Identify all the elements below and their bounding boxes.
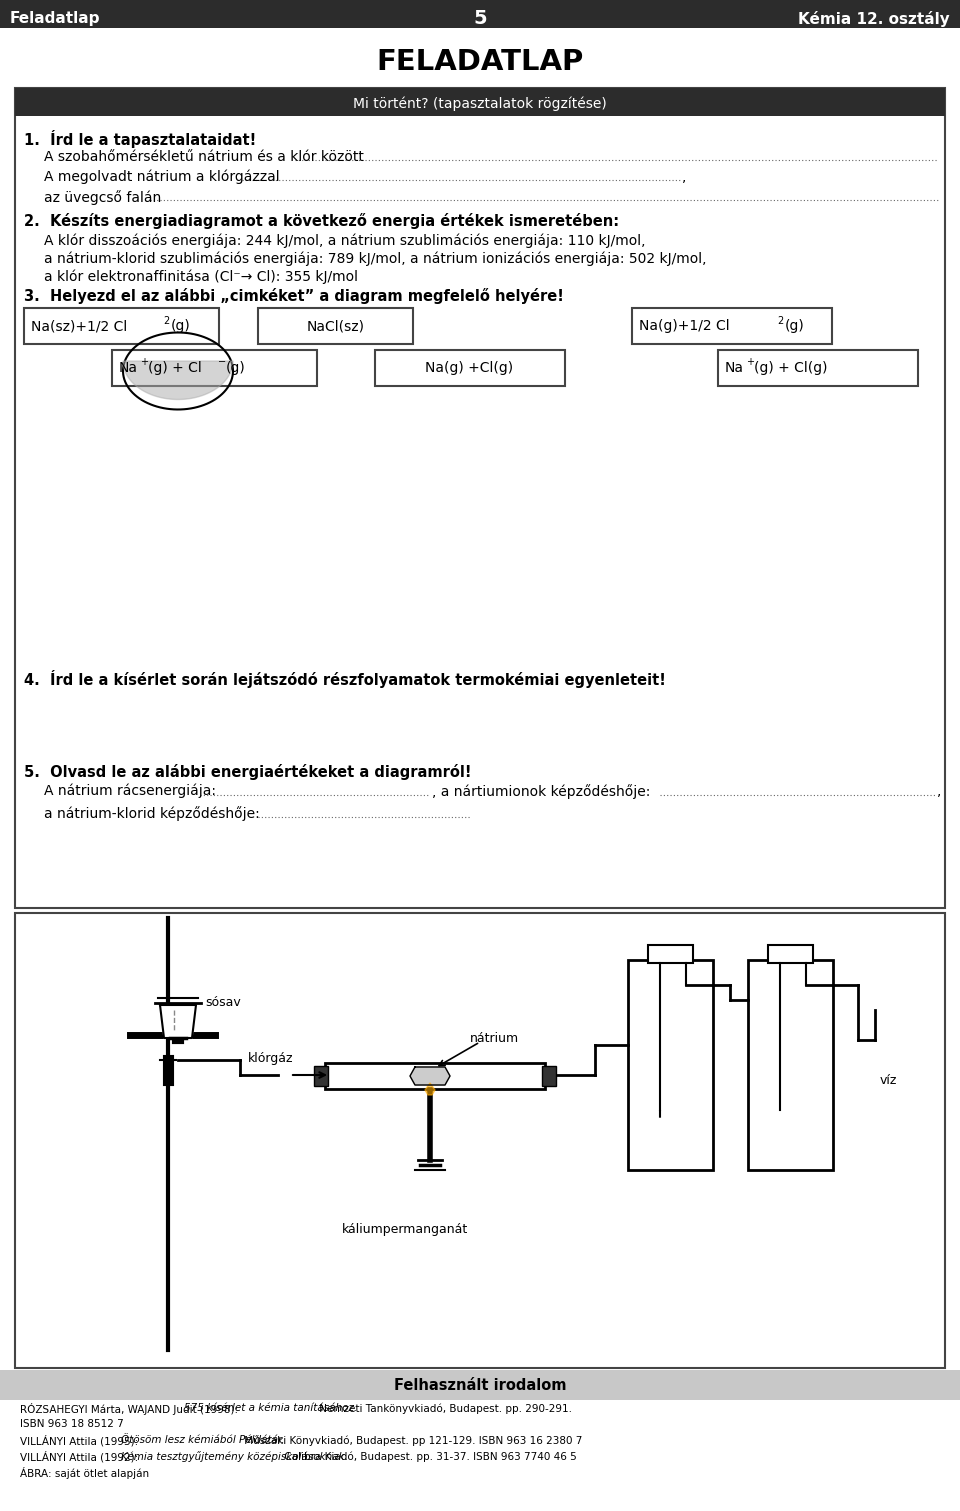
Text: +: + bbox=[140, 357, 148, 367]
Text: 575 kísérlet a kémia tanításához.: 575 kísérlet a kémia tanításához. bbox=[183, 1404, 357, 1413]
Text: Mi történt? (tapasztalatok rögzítése): Mi történt? (tapasztalatok rögzítése) bbox=[353, 97, 607, 112]
Text: a klór elektronaffinitása (Cl⁻→ Cl): 355 kJ/mol: a klór elektronaffinitása (Cl⁻→ Cl): 355… bbox=[44, 269, 358, 284]
Text: Műszaki Könyvkiadó, Budapest. pp 121-129. ISBN 963 16 2380 7: Műszaki Könyvkiadó, Budapest. pp 121-129… bbox=[241, 1435, 582, 1446]
Text: sósav: sósav bbox=[205, 996, 241, 1009]
Text: Ötösöm lesz kémiából Példátár.: Ötösöm lesz kémiából Példátár. bbox=[121, 1435, 284, 1445]
Bar bbox=[15, 913, 945, 1367]
Bar bbox=[628, 959, 713, 1170]
Polygon shape bbox=[123, 361, 233, 399]
Text: (g) + Cl(g): (g) + Cl(g) bbox=[754, 361, 828, 375]
Bar bbox=[112, 351, 317, 385]
Bar bbox=[314, 1065, 328, 1086]
Polygon shape bbox=[160, 1005, 196, 1038]
Text: VILLÁNYI Attila (1992):: VILLÁNYI Attila (1992): bbox=[20, 1451, 141, 1463]
Bar bbox=[0, 0, 960, 29]
Text: az üvegcső falán: az üvegcső falán bbox=[44, 190, 166, 205]
Text: ISBN 963 18 8512 7: ISBN 963 18 8512 7 bbox=[20, 1419, 124, 1429]
Text: A megolvadt nátrium a klórgázzal: A megolvadt nátrium a klórgázzal bbox=[44, 171, 284, 184]
Text: (g) + Cl: (g) + Cl bbox=[148, 361, 202, 375]
Polygon shape bbox=[425, 1083, 435, 1095]
Text: Kémia 12. osztály: Kémia 12. osztály bbox=[799, 11, 950, 27]
Text: Feladatlap: Feladatlap bbox=[10, 12, 101, 27]
Text: 4.  Írd le a kísérlet során lejátszódó részfolyamatok termokémiai egyenleteit!: 4. Írd le a kísérlet során lejátszódó ré… bbox=[24, 669, 666, 688]
Text: 5: 5 bbox=[473, 9, 487, 29]
Text: A klór disszoációs energiája: 244 kJ/mol, a nátrium szublimációs energiája: 110 : A klór disszoációs energiája: 244 kJ/mol… bbox=[44, 233, 645, 248]
Bar bbox=[718, 351, 918, 385]
Text: 5.  Olvasd le az alábbi energiaértékeket a diagramról!: 5. Olvasd le az alábbi energiaértékeket … bbox=[24, 765, 471, 780]
Bar bbox=[768, 944, 813, 963]
Bar bbox=[15, 88, 945, 116]
Bar bbox=[542, 1065, 556, 1086]
Text: 2.  Készíts energiadiagramot a következő energia értékek ismeretében:: 2. Készíts energiadiagramot a következő … bbox=[24, 213, 619, 230]
Text: Na(g)+1/2 Cl: Na(g)+1/2 Cl bbox=[639, 319, 730, 332]
Text: , a nártiumionok képződéshője:: , a nártiumionok képződéshője: bbox=[432, 784, 650, 799]
Text: RÓZSAHEGYI Márta, WAJAND Judit (1998):: RÓZSAHEGYI Márta, WAJAND Judit (1998): bbox=[20, 1404, 241, 1414]
Bar bbox=[749, 1105, 832, 1165]
Text: víz: víz bbox=[880, 1073, 898, 1086]
Text: a nátrium-klorid szublimációs energiája: 789 kJ/mol, a nátrium ionizációs energi: a nátrium-klorid szublimációs energiája:… bbox=[44, 251, 707, 266]
Text: ÁBRA: saját ötlet alapján: ÁBRA: saját ötlet alapján bbox=[20, 1467, 149, 1479]
Bar bbox=[375, 351, 565, 385]
Text: klórgáz: klórgáz bbox=[248, 1052, 294, 1065]
Text: Nemzeti Tankönyvkiadó, Budapest. pp. 290-291.: Nemzeti Tankönyvkiadó, Budapest. pp. 290… bbox=[316, 1404, 572, 1413]
Text: Kémia tesztgyűjtemény középiskolásoknak.: Kémia tesztgyűjtemény középiskolásoknak. bbox=[121, 1451, 348, 1463]
Text: ,: , bbox=[682, 171, 686, 184]
Text: ,: , bbox=[937, 784, 942, 798]
Text: káliumpermanganát: káliumpermanganát bbox=[342, 1224, 468, 1236]
Text: Calibra Kiadó, Budapest. pp. 31-37. ISBN 963 7740 46 5: Calibra Kiadó, Budapest. pp. 31-37. ISBN… bbox=[280, 1451, 577, 1461]
Text: a nátrium-klorid képződéshője:: a nátrium-klorid képződéshője: bbox=[44, 805, 260, 820]
Text: Na: Na bbox=[119, 361, 138, 375]
Text: +: + bbox=[746, 357, 754, 367]
Bar bbox=[648, 944, 693, 963]
Text: −: − bbox=[218, 357, 227, 367]
Text: VILLÁNYI Attila (1995):: VILLÁNYI Attila (1995): bbox=[20, 1435, 141, 1446]
Text: 2: 2 bbox=[163, 316, 169, 326]
Text: (g): (g) bbox=[226, 361, 246, 375]
Bar bbox=[629, 1105, 712, 1165]
Bar bbox=[258, 308, 413, 345]
Text: FELADATLAP: FELADATLAP bbox=[376, 48, 584, 76]
Bar bbox=[15, 88, 945, 908]
Text: nátrium: nátrium bbox=[470, 1032, 519, 1044]
Text: A szobahőmérsékletű nátrium és a klór között: A szobahőmérsékletű nátrium és a klór kö… bbox=[44, 150, 369, 165]
Text: 1.  Írd le a tapasztalataidat!: 1. Írd le a tapasztalataidat! bbox=[24, 130, 256, 148]
Bar bbox=[24, 308, 219, 345]
Polygon shape bbox=[123, 332, 233, 409]
Text: (g): (g) bbox=[171, 319, 191, 332]
Text: 3.  Helyezd el az alábbi „cimkéket” a diagram megfelelő helyére!: 3. Helyezd el az alábbi „cimkéket” a dia… bbox=[24, 289, 564, 304]
Text: Felhasznált irodalom: Felhasznált irodalom bbox=[394, 1378, 566, 1393]
Text: 2: 2 bbox=[777, 316, 783, 326]
Text: (g): (g) bbox=[785, 319, 804, 332]
Text: Na: Na bbox=[725, 361, 744, 375]
Text: A nátrium rácsenergiája:: A nátrium rácsenergiája: bbox=[44, 784, 221, 798]
Bar bbox=[632, 308, 832, 345]
Bar bbox=[0, 1370, 960, 1401]
Text: Na(sz)+1/2 Cl: Na(sz)+1/2 Cl bbox=[31, 319, 128, 332]
Text: NaCl(sz): NaCl(sz) bbox=[307, 319, 365, 332]
Bar bbox=[748, 959, 833, 1170]
Polygon shape bbox=[410, 1067, 450, 1085]
Text: Na(g) +Cl(g): Na(g) +Cl(g) bbox=[425, 361, 513, 375]
Bar bbox=[325, 1064, 545, 1089]
